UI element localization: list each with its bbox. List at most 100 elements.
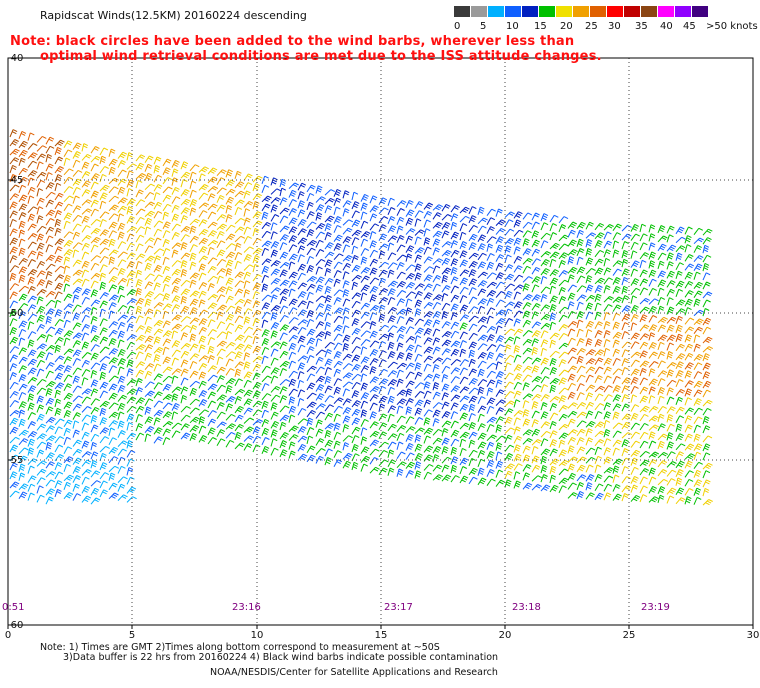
wind-barb (657, 433, 668, 441)
wind-barb (450, 402, 459, 411)
wind-barb (306, 427, 315, 436)
wind-barb (261, 283, 269, 292)
wind-barb (144, 398, 154, 406)
wind-barb (396, 271, 406, 279)
wind-barb (360, 346, 368, 355)
wind-barb (450, 411, 459, 420)
wind-barb (351, 264, 361, 273)
wind-barb (360, 231, 371, 238)
wind-barb (117, 277, 128, 285)
wind-barb (666, 334, 677, 342)
wind-barb (135, 397, 146, 405)
wind-barb (684, 453, 696, 460)
wind-barb (279, 449, 288, 458)
wind-barb (468, 349, 476, 359)
wind-barb (18, 447, 29, 455)
wind-barb (558, 314, 568, 323)
wind-barb (270, 260, 281, 267)
wind-barb (414, 272, 422, 281)
wind-barb (441, 401, 450, 410)
wind-barb (495, 371, 504, 379)
wind-barb (171, 349, 181, 357)
wind-barb (333, 206, 341, 215)
wind-barb (72, 375, 80, 384)
wind-barb (171, 323, 183, 330)
wind-barb (549, 403, 558, 412)
wind-barb (639, 341, 649, 350)
y-tick-label: -55 (7, 455, 23, 466)
wind-barb (36, 441, 47, 449)
wind-barb (558, 224, 567, 233)
wind-barb (207, 427, 216, 436)
wind-barb (189, 290, 200, 298)
wind-barb (198, 202, 210, 209)
wind-barb (270, 447, 279, 456)
wind-barb (477, 324, 488, 333)
wind-barb (99, 264, 108, 273)
wind-barb (9, 318, 18, 327)
wind-barb (684, 397, 692, 406)
wind-barb (189, 189, 197, 198)
wind-barb (63, 157, 71, 166)
wind-barb (45, 352, 54, 361)
wind-barb (279, 207, 290, 215)
wind-barb (243, 246, 254, 253)
wind-barb (153, 328, 164, 336)
wind-barb (81, 323, 91, 332)
wind-barb (36, 314, 45, 323)
wind-barb (342, 255, 353, 262)
wind-barb (558, 216, 569, 224)
colorbar-swatch (573, 6, 590, 17)
wind-barb (207, 257, 218, 265)
wind-barb (576, 328, 584, 338)
wind-barb (126, 170, 134, 179)
wind-barb (72, 466, 81, 474)
wind-barb (585, 456, 596, 464)
wind-barb (630, 223, 639, 232)
wind-barb (126, 260, 136, 269)
wind-barb (441, 420, 452, 428)
wind-speed-colorbar (454, 6, 709, 17)
wind-barb (234, 190, 245, 198)
wind-barb (540, 366, 550, 375)
wind-barb (468, 341, 478, 350)
wind-barb (72, 332, 83, 339)
wind-barb (468, 457, 476, 467)
wind-barb (216, 384, 226, 392)
wind-barb (216, 177, 226, 185)
wind-barb (18, 337, 26, 346)
wind-barb (63, 330, 74, 338)
wind-barb (117, 251, 128, 258)
wind-barb (369, 277, 380, 285)
wind-barb (360, 400, 369, 409)
wind-barb (189, 272, 200, 280)
wind-barb (639, 306, 650, 314)
wind-barb (558, 359, 567, 368)
wind-barb (27, 339, 35, 348)
wind-barb (369, 430, 380, 438)
wind-barb (18, 167, 28, 176)
wind-barb (531, 338, 539, 347)
wind-barb (90, 470, 101, 478)
wind-barb (234, 431, 242, 441)
wind-barb (621, 466, 629, 475)
wind-barb (342, 325, 350, 334)
wind-barb (153, 237, 162, 246)
wind-barb (108, 357, 119, 365)
wind-barb (612, 447, 620, 456)
wind-barb (90, 173, 100, 181)
wind-barb (477, 252, 487, 261)
wind-barb (603, 475, 614, 483)
wind-barb (387, 197, 395, 206)
wind-barb (369, 285, 379, 294)
wind-barb (162, 266, 171, 275)
wind-barb (126, 288, 137, 296)
wind-barb (324, 295, 332, 304)
wind-barb (288, 326, 299, 333)
wind-barb (450, 312, 458, 321)
wind-barb (693, 479, 703, 487)
wind-barb (657, 405, 667, 414)
wind-barb (360, 321, 371, 328)
wind-barb (684, 263, 695, 271)
wind-barb (378, 359, 387, 368)
